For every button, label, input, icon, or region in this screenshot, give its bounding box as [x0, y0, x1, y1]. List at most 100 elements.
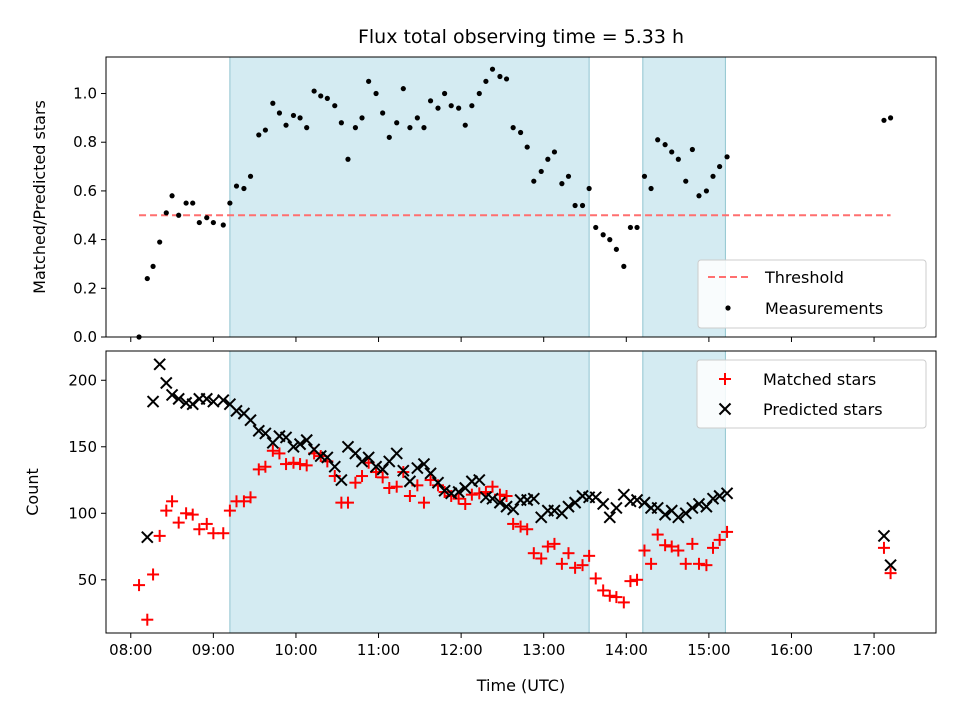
matched-star-point: [153, 529, 166, 542]
matched-star-point: [672, 544, 685, 557]
measurement-point: [517, 129, 524, 136]
measurement-point: [414, 115, 420, 121]
measurement-point: [304, 125, 310, 131]
measurement-point: [324, 95, 330, 101]
y-tick-label: 100: [68, 504, 97, 522]
predicted-star-point: [548, 504, 561, 517]
measurement-point: [150, 263, 156, 269]
legend-predicted-label: Predicted stars: [763, 400, 883, 419]
measurement-point: [220, 222, 226, 228]
predicted-star-point: [141, 531, 154, 544]
matched-star-point: [349, 476, 362, 489]
predicted-star-point: [293, 437, 307, 451]
matched-star-point: [521, 523, 534, 536]
matched-star-point: [692, 557, 705, 570]
measurement-point: [421, 125, 427, 131]
matched-star-point: [645, 557, 658, 570]
measurement-point: [641, 173, 648, 179]
predicted-star-point: [362, 451, 375, 464]
predicted-star-point: [527, 492, 541, 505]
measurement-point: [157, 239, 163, 245]
measurement-point: [297, 115, 303, 121]
matched-star-point: [610, 591, 623, 604]
matched-star-point: [300, 459, 313, 472]
bottom-legend-box: [696, 359, 927, 429]
matched-star-point: [535, 552, 548, 565]
predicted-star-point: [355, 455, 369, 468]
matched-star-point: [617, 596, 630, 609]
legend-matched-swatch: [719, 373, 731, 385]
measurement-point: [613, 246, 619, 252]
predicted-star-point: [610, 501, 623, 515]
bottom-legend: Matched stars Predicted stars: [696, 359, 927, 429]
x-tick-label: 14:00: [605, 641, 648, 659]
measurement-point: [476, 90, 482, 97]
matched-star-point: [403, 489, 416, 502]
measurement-point: [655, 137, 661, 143]
matched-star-point: [507, 517, 520, 530]
matched-star-point: [638, 544, 651, 557]
predicted-star-point: [506, 503, 520, 516]
matched-star-point: [679, 557, 692, 570]
matched-star-point: [452, 492, 465, 505]
legend-measurement-swatch: [725, 305, 731, 311]
measurement-point: [400, 86, 406, 92]
predicted-star-point: [390, 447, 403, 460]
matched-star-point: [651, 528, 664, 541]
top-y-axis-ticks: 0.0 0.2 0.4 0.6 0.8 1.0: [73, 85, 106, 346]
y-tick-label: 0.4: [73, 231, 97, 249]
measurement-point: [662, 142, 668, 148]
predicted-star-point: [207, 395, 220, 408]
x-axis-label: Time (UTC): [476, 676, 565, 695]
matched-star-point: [259, 460, 272, 473]
x-tick-label: 10:00: [274, 641, 317, 659]
matched-star-point: [541, 540, 554, 553]
measurement-point: [551, 149, 558, 155]
legend-threshold-label: Threshold: [764, 268, 844, 287]
measurement-point: [318, 93, 324, 99]
measurement-point: [183, 200, 189, 206]
predicted-star-point: [287, 440, 300, 453]
measurement-point: [489, 66, 496, 72]
measurement-point: [497, 73, 503, 80]
matched-star-point: [223, 504, 236, 517]
matched-star-point: [193, 523, 206, 536]
measurement-point: [435, 105, 441, 111]
predicted-star-point: [230, 404, 243, 418]
measurement-point: [407, 125, 413, 131]
predicted-star-point: [279, 431, 293, 444]
measurement-point: [380, 110, 386, 116]
x-tick-label: 16:00: [770, 641, 813, 659]
matched-star-point: [527, 547, 540, 560]
matched-star-point: [244, 491, 257, 504]
measurement-point: [373, 90, 379, 97]
measurement-point: [332, 103, 338, 109]
shaded-interval-1: [229, 56, 590, 338]
matched-star-point: [273, 447, 286, 460]
matched-star-point: [569, 561, 582, 574]
predicted-star-point: [165, 388, 179, 402]
measurement-point: [572, 202, 578, 209]
predicted-star-point: [603, 511, 616, 524]
measurement-point: [531, 178, 537, 184]
measurement-point: [483, 78, 489, 84]
matched-star-point: [659, 539, 672, 552]
measurement-point: [276, 110, 283, 116]
matched-star-point: [287, 456, 300, 469]
measurement-point: [524, 144, 530, 150]
predicted-star-point: [877, 529, 891, 543]
y-tick-label: 0.0: [73, 328, 97, 346]
matched-star-point: [294, 458, 307, 471]
measurement-point: [503, 76, 510, 82]
matched-star-point: [280, 458, 293, 471]
measurement-point: [607, 237, 613, 243]
matched-star-point: [548, 537, 561, 550]
matched-star-point: [356, 470, 369, 483]
matched-star-point: [266, 444, 279, 457]
y-tick-label: 0.2: [73, 279, 97, 297]
measurement-point: [579, 202, 586, 209]
measurement-point: [270, 100, 276, 106]
predicted-star-point: [658, 508, 672, 521]
measurement-point: [696, 193, 702, 199]
matched-star-point: [147, 568, 160, 581]
